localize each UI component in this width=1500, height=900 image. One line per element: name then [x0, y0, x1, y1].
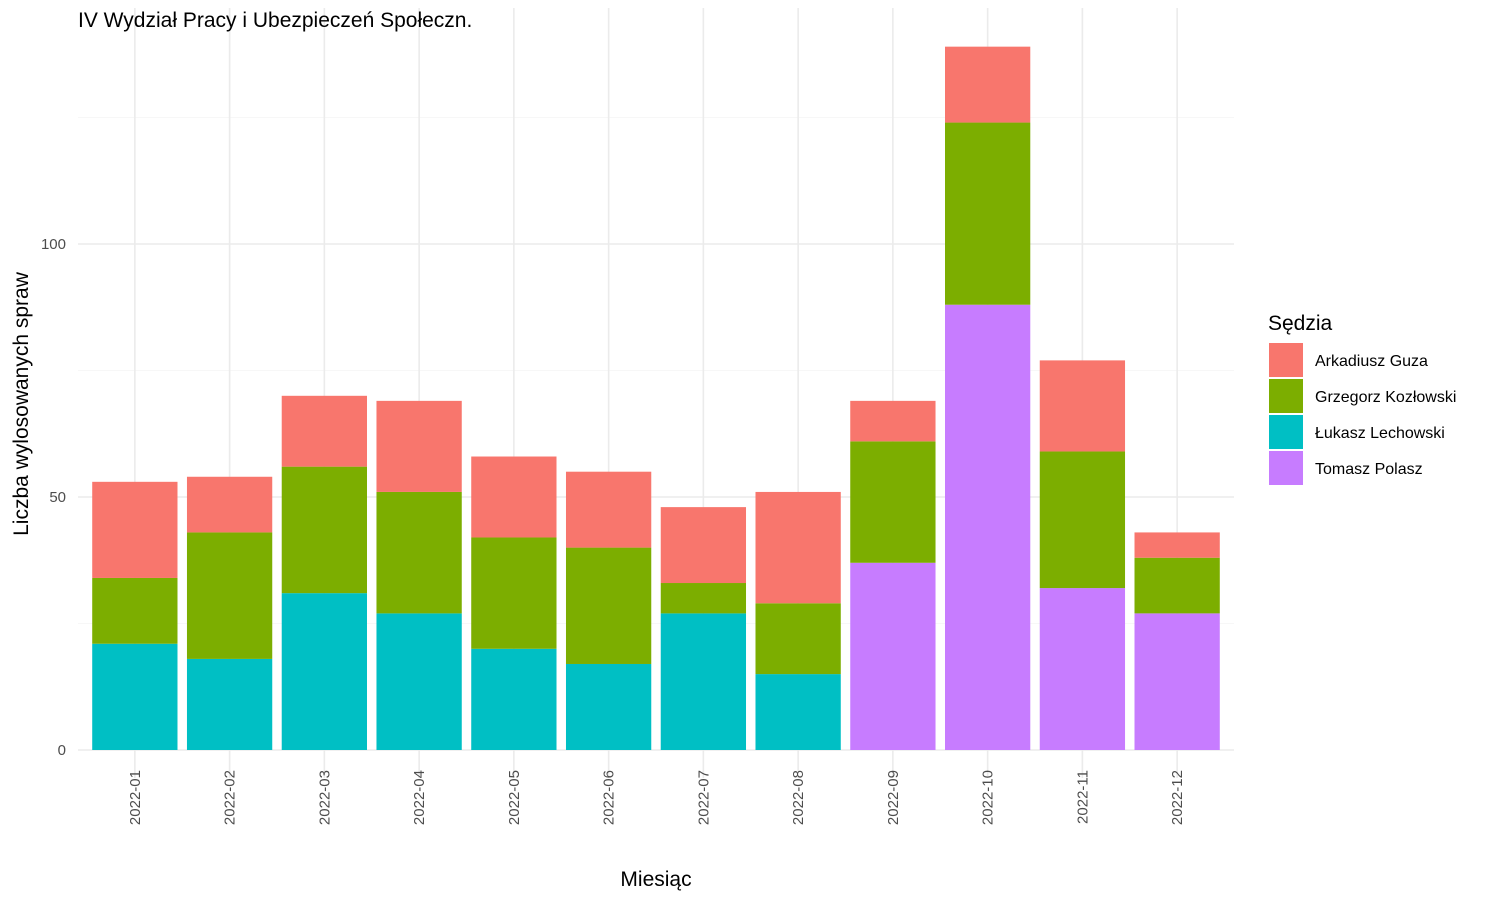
bar-segment	[281, 593, 367, 750]
bar-segment	[376, 491, 462, 614]
legend-swatch	[1269, 343, 1303, 377]
chart-title: IV Wydział Pracy i Ubezpieczeń Społeczn.	[78, 9, 472, 32]
legend-label: Łukasz Lechowski	[1315, 425, 1445, 442]
x-tick-label: 2022-02	[222, 770, 239, 825]
x-tick-label: 2022-06	[601, 770, 618, 825]
bar-segment	[565, 471, 652, 548]
legend-label: Arkadiusz Guza	[1315, 353, 1428, 370]
bar-segment	[755, 603, 841, 675]
x-tick-label: 2022-07	[695, 770, 712, 825]
bar-segment	[850, 400, 936, 442]
bar-segment	[660, 583, 747, 614]
bar-segment	[660, 613, 747, 750]
bar-segment	[1039, 451, 1126, 589]
bar-segment	[376, 400, 462, 492]
x-tick-label: 2022-12	[1169, 770, 1186, 825]
bar-segment	[850, 562, 936, 750]
legend-swatch	[1269, 379, 1303, 413]
legend-swatch	[1269, 415, 1303, 449]
bar-segment	[945, 122, 1031, 305]
x-axis-ticks: 2022-01 2022-02 2022-03 2022-04 2022-05 2022-…	[127, 770, 1186, 825]
x-tick-label: 2022-04	[411, 770, 428, 825]
x-tick-label: 2022-03	[316, 770, 333, 825]
bar-segment	[471, 537, 557, 649]
x-tick-label: 2022-05	[506, 770, 523, 825]
bar-segment	[565, 663, 652, 750]
bar-segment	[1134, 532, 1220, 558]
y-axis-title: Liczba wylosowanych spraw	[10, 271, 33, 536]
bar-segment	[1039, 588, 1126, 750]
bar-segment	[1134, 557, 1220, 614]
bar-segment	[471, 648, 557, 750]
bar-segment	[281, 395, 367, 467]
y-axis-ticks: 0 50 100	[41, 236, 66, 759]
y-tick-label: 50	[49, 489, 66, 506]
bar-segment	[92, 643, 178, 750]
legend-title: Sędzia	[1268, 312, 1333, 335]
bar-segment	[755, 491, 841, 604]
legend: Sędzia Arkadiusz Guza Grzegorz Kozłowski Ł…	[1268, 312, 1456, 485]
bar-segment	[1039, 360, 1126, 452]
bar-segment	[186, 476, 273, 533]
x-tick-label: 2022-09	[885, 770, 902, 825]
legend-swatch	[1269, 451, 1303, 485]
bar-segment	[850, 441, 936, 563]
x-tick-label: 2022-08	[790, 770, 807, 825]
bar-segment	[186, 532, 273, 659]
bar-segment	[1134, 613, 1220, 750]
x-tick-label: 2022-01	[127, 770, 144, 825]
bar-segment	[471, 456, 557, 538]
legend-label: Grzegorz Kozłowski	[1315, 389, 1456, 406]
bars	[92, 46, 1220, 750]
x-axis-title: Miesiąc	[620, 868, 691, 891]
bar-segment	[281, 466, 367, 594]
bar-segment	[376, 613, 462, 750]
bar-segment	[945, 304, 1031, 750]
bar-segment	[92, 577, 178, 644]
bar-segment	[186, 658, 273, 750]
bar-segment	[755, 674, 841, 750]
x-tick-label: 2022-11	[1074, 770, 1091, 824]
bar-segment	[945, 46, 1031, 123]
y-tick-label: 100	[41, 236, 66, 253]
x-tick-label: 2022-10	[980, 770, 997, 825]
bar-segment	[660, 507, 747, 584]
y-tick-label: 0	[58, 742, 66, 759]
bar-segment	[92, 481, 178, 578]
bar-segment	[565, 547, 652, 664]
legend-label: Tomasz Polasz	[1315, 461, 1423, 478]
